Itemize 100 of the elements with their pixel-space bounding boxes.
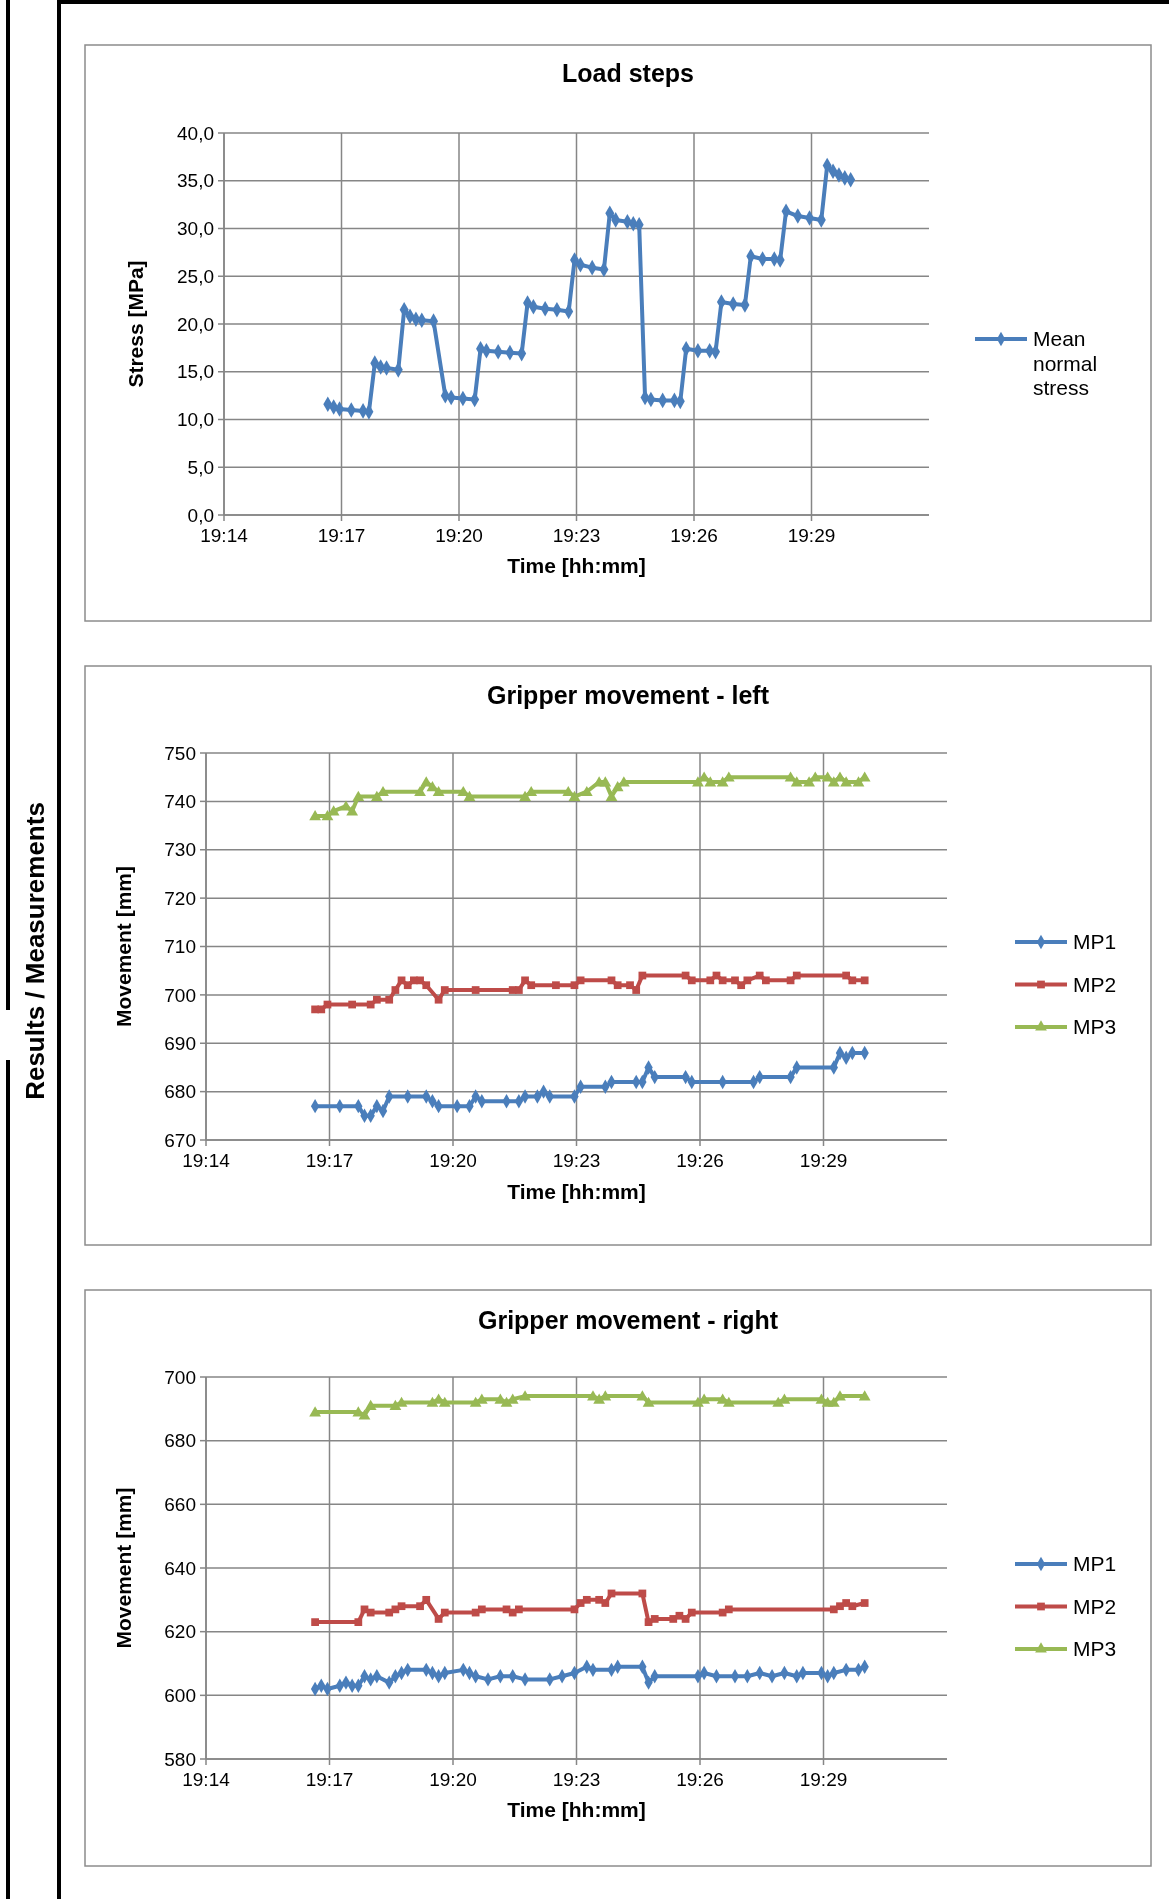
x-tick-label: 19:14: [182, 1150, 231, 1171]
point: [352, 790, 365, 801]
y-axis-title: Movement [mm]: [112, 1487, 135, 1649]
x-axis-title: Time [hh:mm]: [507, 1180, 646, 1203]
x-tick-label: 19:17: [305, 1150, 354, 1171]
point: [552, 981, 560, 990]
point: [650, 1615, 659, 1623]
legend-label: Mean normal stress: [1033, 327, 1098, 399]
point: [438, 1396, 451, 1407]
y-tick-label: 710: [164, 936, 196, 958]
y-tick-label: 15,0: [177, 361, 214, 383]
point: [440, 1608, 449, 1617]
point: [311, 1618, 319, 1626]
point: [599, 776, 612, 787]
y-tick-label: 730: [164, 839, 196, 861]
point: [414, 785, 426, 797]
point: [391, 986, 400, 994]
point: [434, 1615, 443, 1623]
point: [471, 986, 480, 994]
point: [372, 995, 381, 1004]
y-tick-label: 40,0: [177, 122, 214, 144]
y-tick-label: 600: [164, 1684, 196, 1706]
point: [642, 1396, 655, 1407]
point: [593, 1393, 606, 1404]
y-tick-label: 750: [164, 742, 196, 764]
point: [724, 1605, 733, 1614]
x-tick-label: 19:20: [435, 525, 483, 546]
x-tick-label: 19:23: [552, 525, 601, 546]
point: [440, 986, 449, 994]
legend-label: MP1: [1073, 1552, 1117, 1576]
point: [346, 805, 359, 816]
point: [519, 790, 531, 801]
x-tick-label: 19:20: [429, 1150, 477, 1171]
point: [762, 976, 770, 985]
x-axis-title: Time [hh:mm]: [507, 1798, 646, 1821]
point: [860, 1599, 869, 1607]
y-tick-label: 680: [164, 1430, 196, 1452]
point: [790, 776, 803, 787]
point: [737, 981, 746, 990]
x-axis-title: Time [hh:mm]: [507, 554, 646, 577]
text: Results / Measurements: [20, 802, 50, 1100]
y-tick-label: 10,0: [177, 409, 214, 431]
y-tick-label: 620: [164, 1621, 196, 1643]
point: [309, 1406, 321, 1417]
point: [364, 1399, 377, 1411]
x-tick-label: 19:29: [799, 1769, 848, 1790]
point: [632, 986, 641, 994]
point: [669, 1615, 678, 1623]
y-tick-label: 700: [164, 984, 196, 1006]
x-tick-label: 19:29: [787, 525, 836, 546]
point: [722, 1396, 735, 1407]
point: [743, 976, 752, 985]
point: [834, 1390, 846, 1401]
point: [681, 1615, 690, 1623]
point: [687, 1608, 696, 1617]
point: [605, 790, 618, 801]
point: [432, 785, 445, 797]
y-tick-label: 5,0: [187, 456, 214, 478]
point: [792, 971, 801, 980]
point: [366, 1608, 375, 1617]
x-tick-label: 19:20: [429, 1769, 477, 1790]
y-tick-label: 660: [164, 1493, 196, 1515]
chart-title: Gripper movement - left: [487, 681, 770, 709]
point: [397, 1602, 406, 1611]
point: [860, 976, 869, 985]
x-tick-label: 19:14: [200, 525, 249, 546]
x-tick-label: 19:17: [317, 525, 366, 546]
y-tick-label: 680: [164, 1081, 196, 1103]
point: [527, 981, 536, 990]
y-tick-label: 700: [164, 1366, 196, 1388]
point: [348, 1000, 357, 1009]
y-tick-label: 720: [164, 887, 196, 909]
point: [385, 995, 394, 1004]
point: [317, 1005, 326, 1014]
point: [718, 976, 727, 985]
legend-label: MP2: [1073, 972, 1117, 996]
x-tick-label: 19:23: [552, 1150, 601, 1171]
point: [601, 1599, 610, 1607]
point: [309, 810, 321, 821]
x-tick-label: 19:17: [305, 1769, 354, 1790]
x-tick-label: 19:26: [676, 1150, 724, 1171]
point: [687, 976, 696, 985]
point: [848, 976, 857, 985]
y-axis-title: Movement [mm]: [112, 865, 135, 1028]
y-tick-label: 640: [164, 1557, 196, 1579]
chart-title: Load steps: [562, 59, 694, 87]
point: [477, 1605, 486, 1614]
y-tick-label: 580: [164, 1748, 196, 1770]
point: [519, 1390, 531, 1401]
point: [463, 790, 476, 801]
y-tick-label: 35,0: [177, 170, 214, 192]
y-tick-label: 740: [164, 791, 196, 813]
point: [422, 1595, 431, 1604]
point: [358, 1409, 371, 1420]
x-tick-label: 19:14: [182, 1769, 231, 1790]
point: [858, 1390, 871, 1401]
y-tick-label: 25,0: [177, 265, 214, 287]
point: [706, 976, 715, 985]
point: [731, 976, 739, 985]
y-tick-label: 0,0: [187, 504, 214, 526]
